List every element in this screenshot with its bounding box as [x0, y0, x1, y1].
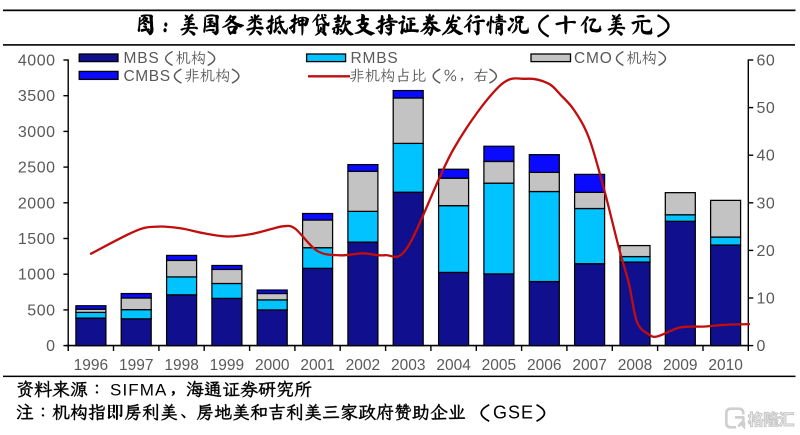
svg-text:2003: 2003: [391, 357, 425, 374]
svg-text:1998: 1998: [164, 357, 198, 374]
svg-text:2010: 2010: [708, 357, 743, 374]
svg-text:2500: 2500: [18, 160, 56, 177]
svg-text:0: 0: [46, 338, 55, 355]
svg-text:1000: 1000: [18, 267, 56, 284]
svg-text:2001: 2001: [300, 357, 334, 374]
svg-text:40: 40: [757, 148, 776, 165]
svg-text:4000: 4000: [18, 53, 56, 70]
svg-text:2008: 2008: [618, 357, 652, 374]
svg-text:3500: 3500: [18, 88, 56, 105]
svg-text:2006: 2006: [527, 357, 561, 374]
svg-text:10: 10: [757, 291, 776, 308]
svg-text:1997: 1997: [119, 357, 153, 374]
svg-text:0: 0: [757, 338, 766, 355]
svg-text:30: 30: [757, 195, 776, 212]
svg-text:2004: 2004: [436, 357, 471, 374]
svg-text:RMBS: RMBS: [351, 50, 399, 67]
svg-text:1999: 1999: [210, 357, 244, 374]
svg-text:500: 500: [27, 302, 55, 319]
svg-text:2002: 2002: [346, 357, 380, 374]
svg-text:SIFMA: SIFMA: [110, 381, 167, 400]
svg-text:50: 50: [757, 100, 776, 117]
svg-text:3000: 3000: [18, 124, 56, 141]
svg-text:20: 20: [757, 243, 776, 260]
svg-text:2000: 2000: [18, 195, 56, 212]
svg-text:2007: 2007: [572, 357, 606, 374]
svg-text:2009: 2009: [663, 357, 697, 374]
svg-text:CMBS: CMBS: [124, 68, 171, 85]
svg-text:GSE: GSE: [493, 403, 534, 423]
svg-text:MBS: MBS: [124, 50, 160, 67]
svg-text:1996: 1996: [74, 357, 108, 374]
svg-text:2005: 2005: [482, 357, 516, 374]
svg-text:CMO: CMO: [574, 50, 613, 67]
svg-text:2000: 2000: [255, 357, 290, 374]
svg-text:1500: 1500: [18, 231, 56, 248]
svg-text:60: 60: [757, 53, 776, 70]
